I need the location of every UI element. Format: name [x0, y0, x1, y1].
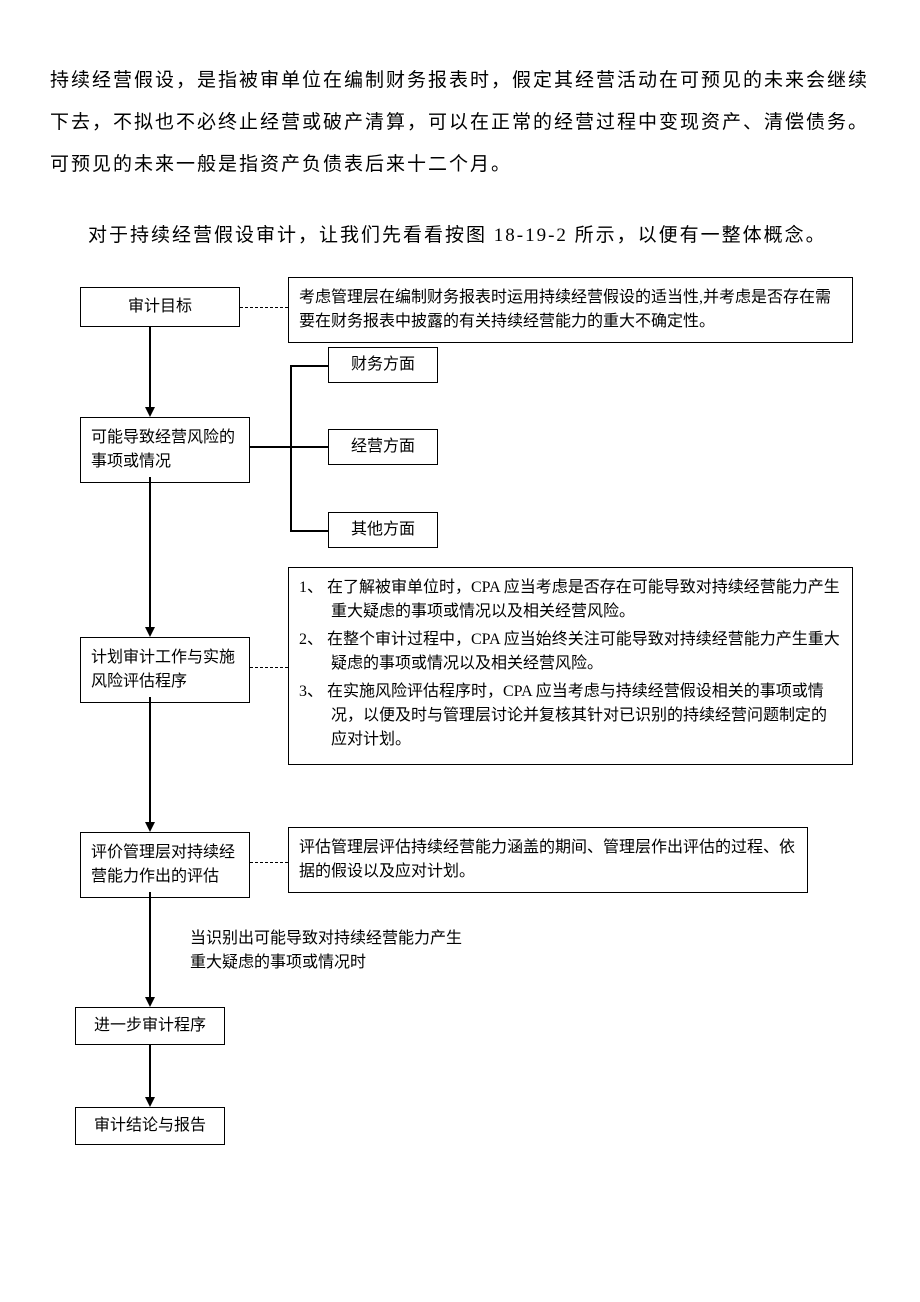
connector-h-top	[290, 365, 328, 367]
plan-desc-list: 1、 在了解被审单位时，CPA 应当考虑是否存在可能导致对持续经营能力产生重大疑…	[299, 576, 842, 752]
connector-v-2	[149, 477, 151, 627]
connector-dashed-1	[240, 307, 288, 308]
flowchart-container: 审计目标 考虑管理层在编制财务报表时运用持续经营假设的适当性,并考虑是否存在需要…	[50, 287, 870, 1197]
connector-v-5	[149, 1045, 151, 1097]
node-eval-mgmt: 评价管理层对持续经营能力作出的评估	[80, 832, 250, 898]
node-aspect-operations: 经营方面	[328, 429, 438, 465]
node-aspect-other: 其他方面	[328, 512, 438, 548]
connector-dashed-2	[250, 667, 288, 668]
plan-desc-item-2: 2、 在整个审计过程中，CPA 应当始终关注可能导致对持续经营能力产生重大疑虑的…	[299, 628, 842, 676]
intro-paragraph-1: 持续经营假设，是指被审单位在编制财务报表时，假定其经营活动在可预见的未来会继续下…	[50, 60, 870, 185]
connector-h-mid	[250, 446, 290, 448]
connector-v-4	[149, 892, 151, 997]
node-plan-description: 1、 在了解被审单位时，CPA 应当考虑是否存在可能导致对持续经营能力产生重大疑…	[288, 567, 853, 765]
node-audit-goal: 审计目标	[80, 287, 240, 327]
node-further-procedures: 进一步审计程序	[75, 1007, 225, 1045]
connector-v-3	[149, 697, 151, 822]
connector-h-bot	[290, 530, 328, 532]
arrow-4	[145, 997, 155, 1007]
connector-v-bracket	[290, 365, 292, 532]
connector-v-1	[149, 327, 151, 407]
connector-h-mid2	[290, 446, 328, 448]
node-plan-audit: 计划审计工作与实施风险评估程序	[80, 637, 250, 703]
node-conclusion: 审计结论与报告	[75, 1107, 225, 1145]
arrow-1	[145, 407, 155, 417]
arrow-2	[145, 627, 155, 637]
intro-paragraph-2: 对于持续经营假设审计，让我们先看看按图 18-19-2 所示，以便有一整体概念。	[50, 215, 870, 257]
node-eval-description: 评估管理层评估持续经营能力涵盖的期间、管理层作出评估的过程、依据的假设以及应对计…	[288, 827, 808, 893]
plan-desc-item-1: 1、 在了解被审单位时，CPA 应当考虑是否存在可能导致对持续经营能力产生重大疑…	[299, 576, 842, 624]
arrow-5	[145, 1097, 155, 1107]
arrow-3	[145, 822, 155, 832]
node-aspect-financial: 财务方面	[328, 347, 438, 383]
node-risk-events: 可能导致经营风险的事项或情况	[80, 417, 250, 483]
connector-dashed-3	[250, 862, 288, 863]
plan-desc-item-3: 3、 在实施风险评估程序时，CPA 应当考虑与持续经营假设相关的事项或情况，以便…	[299, 680, 842, 752]
annotation-when-identified: 当识别出可能导致对持续经营能力产生重大疑虑的事项或情况时	[190, 927, 470, 975]
node-goal-description: 考虑管理层在编制财务报表时运用持续经营假设的适当性,并考虑是否存在需要在财务报表…	[288, 277, 853, 343]
